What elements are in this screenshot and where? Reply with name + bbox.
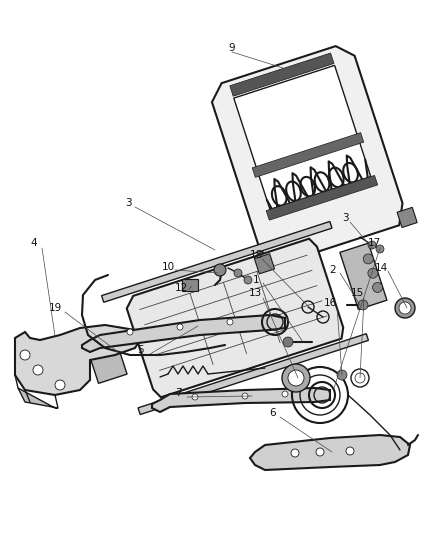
- Text: 4: 4: [31, 238, 37, 248]
- Circle shape: [234, 269, 242, 277]
- Text: 16: 16: [323, 298, 337, 308]
- Circle shape: [346, 447, 354, 455]
- Circle shape: [282, 391, 288, 397]
- Circle shape: [363, 254, 373, 264]
- Circle shape: [177, 324, 183, 330]
- Text: 7: 7: [175, 388, 181, 398]
- Polygon shape: [230, 53, 334, 96]
- Text: 15: 15: [350, 288, 364, 298]
- Circle shape: [291, 449, 299, 457]
- Circle shape: [376, 245, 384, 253]
- Polygon shape: [397, 207, 417, 228]
- Circle shape: [399, 302, 411, 314]
- Text: 6: 6: [270, 408, 276, 418]
- Text: 14: 14: [374, 263, 388, 273]
- Text: 9: 9: [229, 43, 235, 53]
- Text: 5: 5: [138, 345, 144, 355]
- Circle shape: [337, 370, 347, 380]
- Text: 19: 19: [48, 303, 62, 313]
- Circle shape: [192, 394, 198, 400]
- Bar: [182, 279, 198, 291]
- Circle shape: [33, 365, 43, 375]
- Polygon shape: [138, 334, 368, 415]
- Polygon shape: [252, 133, 364, 177]
- Text: 18: 18: [249, 250, 263, 260]
- Polygon shape: [102, 222, 332, 302]
- Polygon shape: [266, 175, 378, 220]
- Circle shape: [55, 380, 65, 390]
- Text: 3: 3: [125, 198, 131, 208]
- Text: 17: 17: [367, 238, 381, 248]
- Circle shape: [283, 337, 293, 347]
- Circle shape: [368, 268, 378, 278]
- Polygon shape: [86, 336, 127, 383]
- Circle shape: [358, 300, 368, 310]
- Polygon shape: [340, 243, 387, 310]
- Text: 12: 12: [174, 283, 187, 293]
- Circle shape: [288, 370, 304, 386]
- Circle shape: [316, 448, 324, 456]
- Polygon shape: [127, 239, 343, 397]
- Polygon shape: [250, 435, 410, 470]
- Circle shape: [227, 319, 233, 325]
- Text: 3: 3: [342, 213, 348, 223]
- Text: 2: 2: [330, 265, 336, 275]
- Circle shape: [214, 264, 226, 276]
- Circle shape: [127, 329, 133, 335]
- Circle shape: [242, 393, 248, 399]
- Circle shape: [373, 282, 382, 293]
- Circle shape: [282, 364, 310, 392]
- Circle shape: [395, 298, 415, 318]
- Polygon shape: [254, 254, 275, 274]
- Polygon shape: [152, 388, 330, 412]
- Polygon shape: [18, 388, 58, 408]
- Circle shape: [20, 350, 30, 360]
- Polygon shape: [15, 325, 140, 395]
- Text: 13: 13: [248, 288, 261, 298]
- Text: 10: 10: [162, 262, 175, 272]
- Circle shape: [244, 276, 252, 284]
- Text: 1: 1: [253, 275, 259, 285]
- Circle shape: [368, 241, 376, 249]
- Polygon shape: [82, 315, 285, 352]
- Polygon shape: [212, 46, 403, 265]
- Polygon shape: [234, 66, 371, 209]
